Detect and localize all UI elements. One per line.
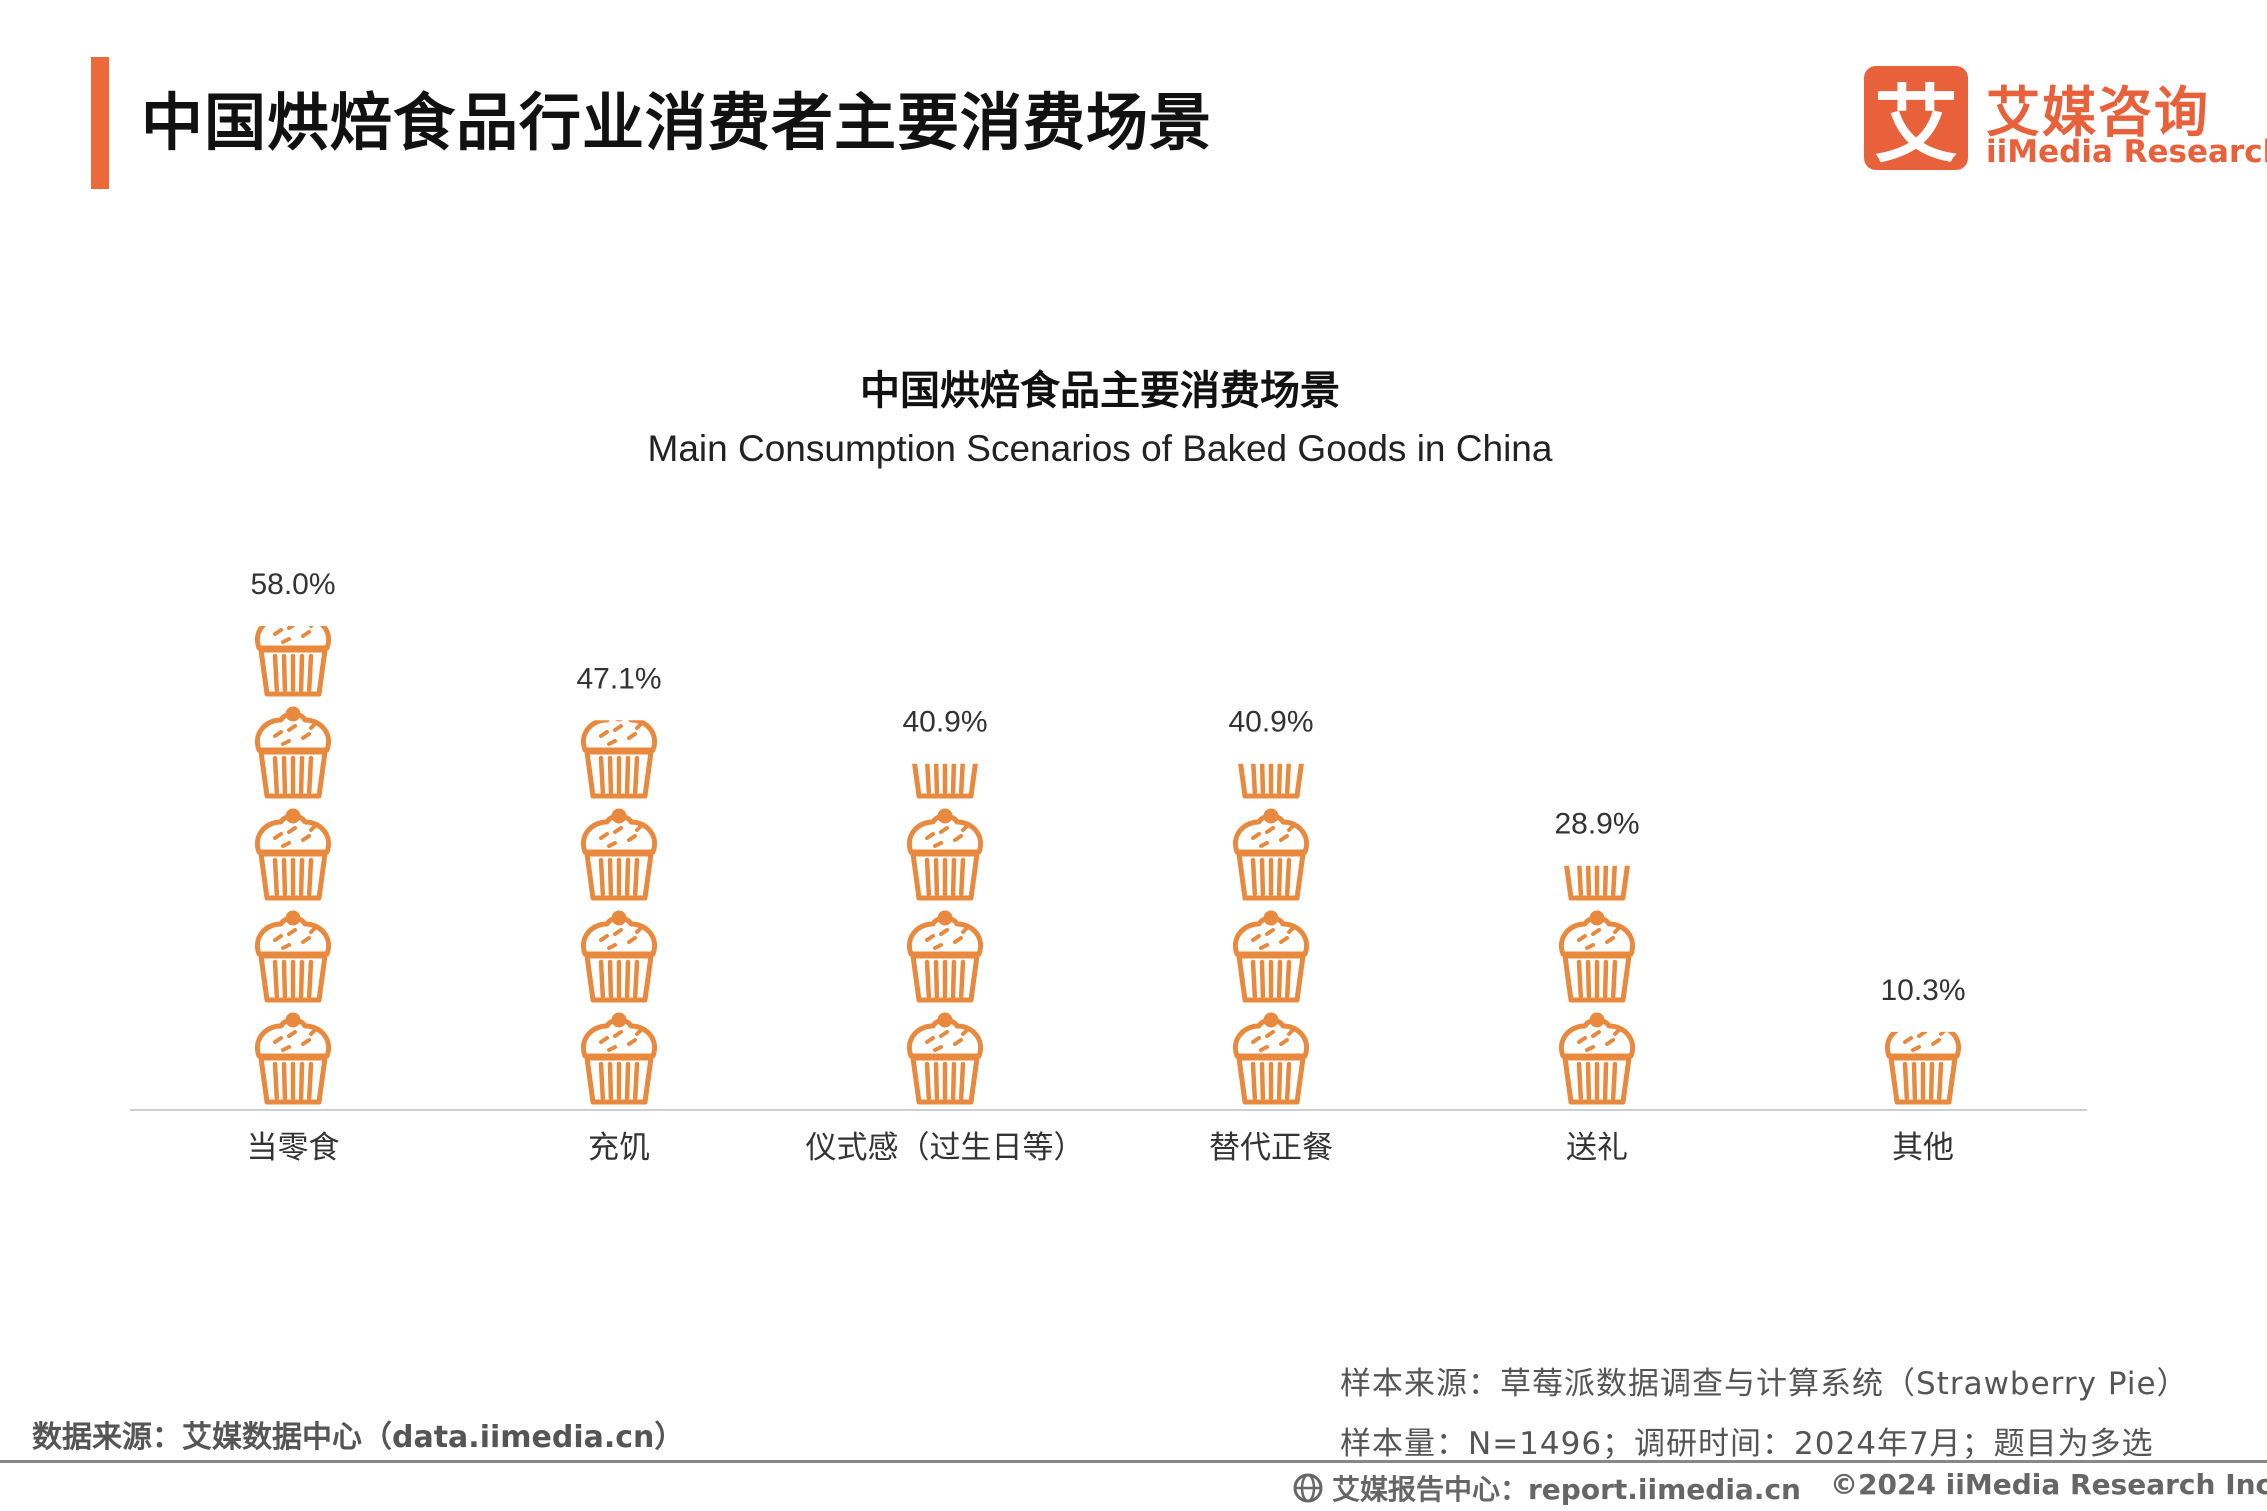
bar-column: 40.9% 替代正餐 [1209,706,1333,1166]
muffin-icon [1559,1012,1635,1105]
muffin-icon [581,808,657,901]
sample-source: 样本来源：草莓派数据调查与计算系统（Strawberry Pie） [1340,1366,2189,1402]
muffin-icon [255,910,331,1003]
muffin-icon [907,808,983,901]
chart-subtitle: Main Consumption Scenarios of Baked Good… [647,428,1553,469]
muffin-icon [907,1012,983,1105]
value-label: 40.9% [1228,706,1313,739]
title-accent-bar [91,57,109,189]
chart-title: 中国烘焙食品主要消费场景 [860,368,1340,414]
bar-column: 28.9% 送礼 [1554,808,1639,1166]
category-label: 当零食 [247,1130,340,1166]
muffin-icon [1885,1031,1961,1105]
bar-column: 40.9% 仪式感（过生日等） [806,706,1085,1166]
data-source: 数据来源：艾媒数据中心（data.iimedia.cn） [32,1420,685,1455]
iimedia-logo: 艾 艾媒咨询 iiMedia Research [1864,66,2267,176]
logo-cn-text: 艾媒咨询 [1986,81,2210,144]
muffin-icon [1233,808,1309,901]
value-label: 40.9% [902,706,987,739]
category-label: 仪式感（过生日等） [806,1130,1085,1166]
muffin-icon [255,706,331,799]
muffin-icon [255,1012,331,1105]
muffin-icon [1564,865,1630,901]
page-title: 中国烘焙食品行业消费者主要消费场景 [141,86,1213,159]
value-label: 10.3% [1880,974,1965,1007]
value-label: 58.0% [250,568,335,601]
muffin-icon [255,808,331,901]
bar-column: 10.3% 其他 [1880,974,1965,1166]
sample-info: 样本量：N=1496；调研时间：2024年7月；题目为多选 [1340,1426,2154,1462]
category-label: 充饥 [588,1130,650,1166]
logo-mark: 艾 [1864,66,1968,174]
muffin-icon [907,910,983,1003]
report-center-text: 艾媒报告中心：report.iimedia.cn [1332,1473,1801,1506]
muffin-icon [581,720,657,799]
muffin-icon [1233,1012,1309,1105]
report-center: 艾媒报告中心：report.iimedia.cn [1292,1468,1801,1508]
bar-column: 47.1% 充饥 [576,662,661,1166]
footer-divider [0,1460,2267,1463]
muffin-icon [1559,910,1635,1003]
muffin-icon [1233,910,1309,1003]
value-label: 47.1% [576,662,661,695]
bar-column: 58.0% 当零食 [247,568,340,1166]
category-label: 替代正餐 [1209,1130,1333,1166]
category-label: 送礼 [1566,1130,1628,1166]
muffin-icon [912,763,978,799]
value-label: 28.9% [1554,808,1639,841]
globe-icon [1293,1473,1323,1503]
logo-en-text: iiMedia Research [1986,134,2267,170]
muffin-icon [255,626,331,697]
muffin-icon [581,910,657,1003]
muffin-icon [1238,763,1304,799]
muffin-icon [581,1012,657,1105]
category-label: 其他 [1892,1130,1954,1166]
copyright: ©2024 iiMedia Research Inc [1830,1468,2267,1501]
